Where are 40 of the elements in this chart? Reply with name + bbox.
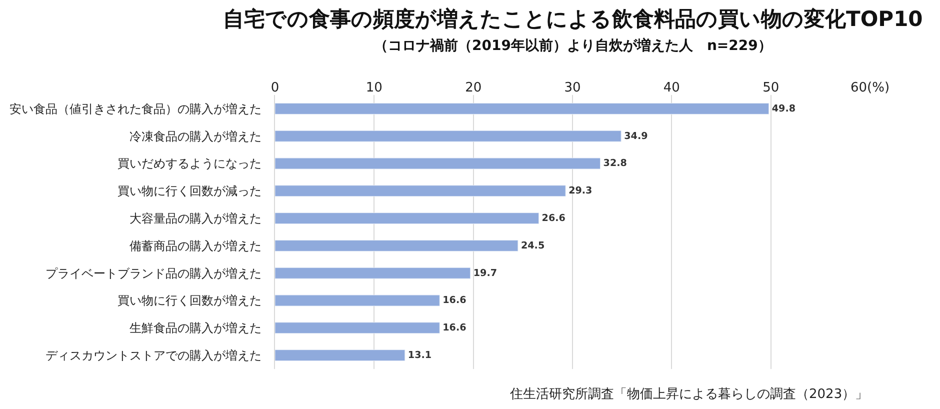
bar <box>275 185 566 197</box>
y-tick-label: 買いだめするようになった <box>118 156 262 171</box>
data-label: 34.9 <box>624 130 648 142</box>
x-tick-label: 0 <box>270 80 280 96</box>
bar <box>275 240 518 252</box>
data-label: 32.8 <box>603 158 628 170</box>
bar <box>275 294 440 306</box>
y-tick-label: 大容量品の購入が増えた <box>130 212 262 226</box>
data-label: 26.6 <box>542 213 566 224</box>
bar <box>275 350 406 362</box>
text: 住生活研究所調査「物価上昇による暮らしの調査（2023）」 <box>509 387 868 402</box>
x-tick-label: 20 <box>465 80 482 96</box>
x-tick-label: 10 <box>366 80 382 96</box>
data-label: 16.6 <box>442 295 467 306</box>
data-label: 49.8 <box>772 103 796 114</box>
y-tick-label: 冷凍食品の購入が増えた <box>130 129 262 144</box>
bar <box>275 267 471 279</box>
y-tick-label: ディスカウントストアでの購入が増えた <box>46 348 262 362</box>
data-label: 19.7 <box>473 268 498 279</box>
x-tick-label: 50 <box>762 80 780 96</box>
chart-title: 自宅での食事の頻度が増えたことによる飲食料品の買い物の変化TOP10 <box>223 7 923 31</box>
data-label: 24.5 <box>520 240 545 252</box>
bar <box>275 158 601 170</box>
y-tick-label: プライベートブランド品の購入が増えた <box>46 266 262 280</box>
chart-subtitle: （コロナ禍前（2019年以前）より自炊が増えた人 n=229） <box>374 37 772 54</box>
y-tick-label: 買い物に行く回数が増えた <box>118 294 262 308</box>
bar <box>275 212 540 224</box>
x-tick-label: 60(%) <box>850 80 890 96</box>
y-tick-label: 備蓄商品の購入が増えた <box>130 238 262 253</box>
data-label: 29.3 <box>568 186 592 197</box>
x-tick-label: 40 <box>663 80 680 96</box>
y-tick-label: 安い食品（値引きされた食品）の購入が増えた <box>10 102 262 116</box>
bar <box>275 102 770 114</box>
bar <box>275 130 622 142</box>
x-tick-label: 30 <box>564 80 581 96</box>
y-tick-label: 生鮮食品の購入が増えた <box>130 321 262 336</box>
data-label: 16.6 <box>442 322 467 334</box>
y-tick-label: 買い物に行く回数が減った <box>118 184 262 198</box>
bar <box>275 322 440 334</box>
data-label: 13.1 <box>408 350 432 362</box>
